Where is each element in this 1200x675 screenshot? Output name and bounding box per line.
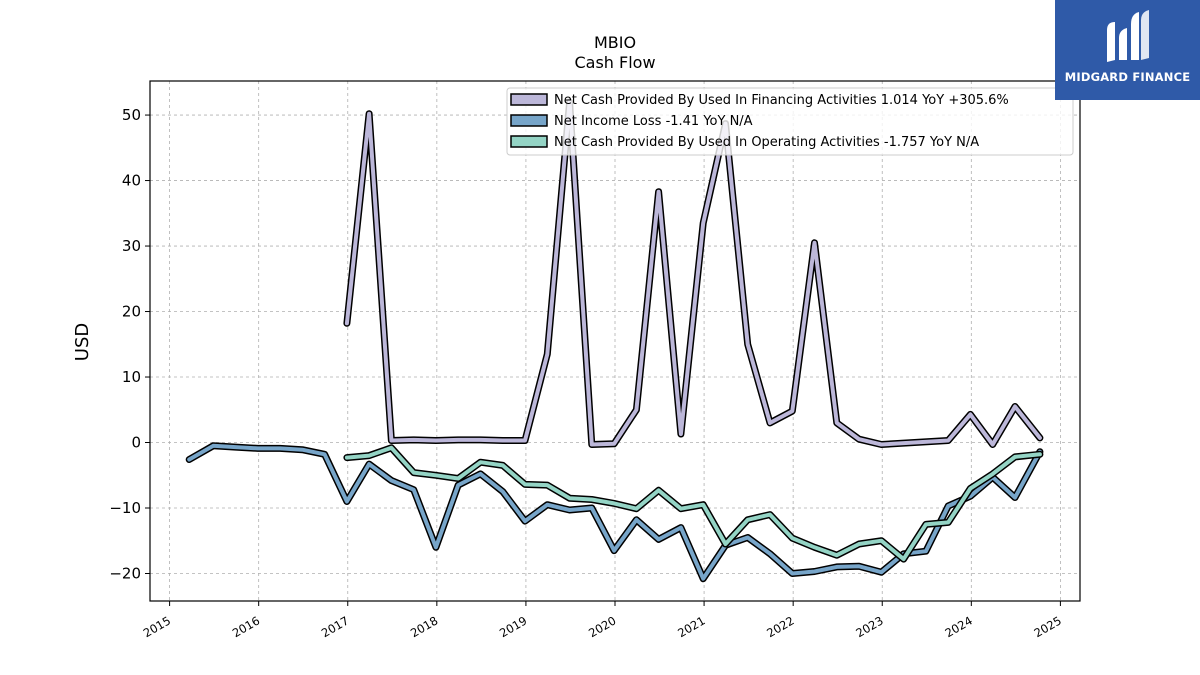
y-tick-label: −20 [109, 564, 141, 582]
legend-swatch-net-income [510, 114, 548, 127]
x-tick-label: 2022 [764, 613, 796, 640]
x-tick-label: 2017 [319, 613, 351, 640]
y-axis: −20 −10 0 10 20 30 40 50 [109, 106, 150, 582]
logo-text: MIDGARD FINANCE [1064, 70, 1191, 84]
y-tick-label: 50 [122, 106, 141, 124]
y-tick-label: 40 [122, 172, 141, 190]
y-tick-label: 0 [131, 434, 141, 452]
legend-label-operating: Net Cash Provided By Used In Operating A… [554, 135, 979, 150]
legend-box [506, 87, 1074, 156]
y-tick-label: 30 [122, 237, 141, 255]
y-tick-label: 20 [122, 303, 141, 321]
legend-label-financing: Net Cash Provided By Used In Financing A… [554, 93, 1009, 108]
chart-subtitle: Cash Flow [574, 53, 655, 72]
y-axis-label: USD [72, 323, 93, 361]
x-tick-label: 2019 [497, 613, 529, 640]
series-financing [343, 98, 1044, 448]
x-tick-label: 2021 [675, 613, 707, 640]
x-tick-label: 2020 [586, 613, 618, 640]
x-tick-label: 2018 [408, 613, 440, 640]
y-tick-label: −10 [109, 499, 141, 517]
series-layer [185, 98, 1044, 583]
midgard-finance-logo: MIDGARD FINANCE [1055, 0, 1200, 100]
legend: Net Cash Provided By Used In Financing A… [506, 87, 1074, 156]
x-tick-label: 2024 [942, 613, 974, 640]
series-net-income-line [187, 443, 1042, 581]
series-financing-line [344, 100, 1042, 447]
logo-mark-icon [1107, 10, 1149, 62]
x-axis: 2015 2016 2017 2018 2019 2020 2021 2022 2023 2024… [141, 601, 1064, 640]
plot-frame [149, 80, 1081, 602]
x-tick-label: 2016 [230, 613, 262, 640]
x-tick-label: 2023 [853, 613, 885, 640]
series-net-income [185, 442, 1044, 583]
legend-swatch-operating [510, 135, 548, 148]
x-tick-label: 2025 [1032, 613, 1064, 640]
x-tick-label: 2015 [141, 613, 173, 640]
chart-title: MBIO [594, 33, 636, 52]
legend-swatch-financing [510, 93, 548, 106]
y-tick-label: 10 [122, 368, 141, 386]
legend-label-net-income: Net Income Loss -1.41 YoY N/A [554, 114, 753, 129]
series-net-income-outline [185, 442, 1044, 583]
series-operating-line [344, 445, 1042, 562]
series-operating [343, 444, 1044, 563]
